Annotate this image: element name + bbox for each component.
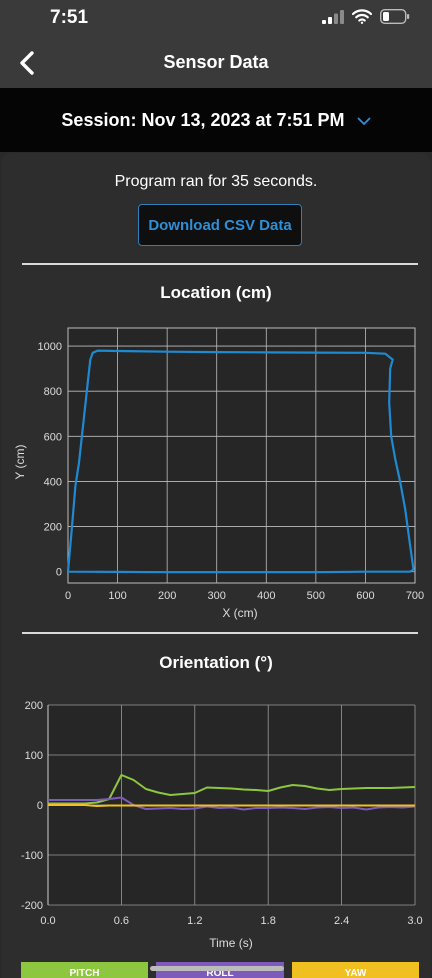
location-y-tick-label: 200: [44, 522, 62, 534]
location-y-tick-label: 600: [44, 431, 62, 443]
status-time: 7:51: [50, 7, 89, 28]
download-csv-button[interactable]: Download CSV Data: [138, 204, 302, 246]
location-y-tick-label: 0: [56, 567, 62, 579]
location-y-tick-label: 800: [44, 386, 62, 398]
location-x-axis-label: X (cm): [222, 606, 257, 620]
orientation-x-tick-label: 3.0: [407, 915, 422, 927]
location-chart: 0 100 200 300 400 500 600 70002004006008001000 …: [13, 327, 424, 620]
location-x-tick-label: 300: [208, 590, 226, 602]
back-button[interactable]: [12, 48, 42, 78]
orientation-y-tick-label: 100: [25, 750, 43, 762]
chevron-left-icon: [20, 51, 34, 75]
location-path-line: [66, 349, 415, 574]
home-indicator: [150, 966, 284, 971]
orientation-y-tick-label: 200: [25, 700, 43, 712]
location-x-tick-label: 100: [108, 590, 126, 602]
runtime-text: Program ran for 35 seconds.: [114, 173, 318, 190]
location-y-tick-label: 1000: [38, 341, 62, 353]
session-selector[interactable]: Session: Nov 13, 2023 at 7:51 PM: [0, 88, 432, 152]
cellular-signal-icon: [322, 9, 344, 24]
orientation-y-tick-label: -200: [21, 900, 43, 912]
orientation-y-tick-label: 0: [37, 800, 43, 812]
legend-yaw[interactable]: YAW: [292, 962, 419, 978]
wifi-icon: [352, 9, 372, 24]
orientation-x-tick-label: 1.2: [187, 915, 202, 927]
section-divider: [22, 632, 418, 634]
location-plot-frame: [67, 327, 416, 584]
section-divider: [22, 263, 418, 265]
status-icons: [322, 9, 410, 24]
session-label: Session: Nov 13, 2023 at 7:51 PM: [61, 109, 345, 130]
orientation-x-tick-label: 1.8: [261, 915, 276, 927]
location-x-tick-label: 400: [257, 590, 275, 602]
orientation-x-tick-label: 0.0: [40, 915, 55, 927]
location-x-tick-label: 600: [356, 590, 374, 602]
orientation-line-roll: [48, 796, 416, 811]
location-x-tick-label: 200: [158, 590, 176, 602]
orientation-line-yaw: [48, 804, 415, 807]
battery-icon: [380, 9, 410, 24]
location-x-tick-label: 500: [307, 590, 325, 602]
orientation-x-tick-label: 2.4: [334, 915, 349, 927]
chevron-down-icon: [357, 117, 370, 125]
legend-pitch[interactable]: PITCH: [21, 962, 148, 978]
orientation-x-axis-label: Time (s): [209, 936, 253, 950]
location-chart-title: Location (cm): [160, 283, 272, 302]
location-y-axis-label: Y (cm): [13, 444, 27, 479]
orientation-y-tick-label: -100: [21, 850, 43, 862]
status-bar: 7:51: [0, 0, 432, 36]
orientation-x-tick-label: 0.6: [114, 915, 129, 927]
nav-bar: Sensor Data: [0, 36, 432, 88]
page-title: Sensor Data: [163, 52, 269, 72]
location-y-tick-label: 400: [44, 476, 62, 488]
location-x-tick-label: 0: [65, 590, 71, 602]
location-x-tick-label: 700: [406, 590, 424, 602]
orientation-chart: 0.0 0.6 1.2 1.8 2.4 3.0 -200 -100 0 100 200 Time (…: [21, 700, 423, 950]
orientation-chart-title: Orientation (°): [159, 653, 273, 672]
